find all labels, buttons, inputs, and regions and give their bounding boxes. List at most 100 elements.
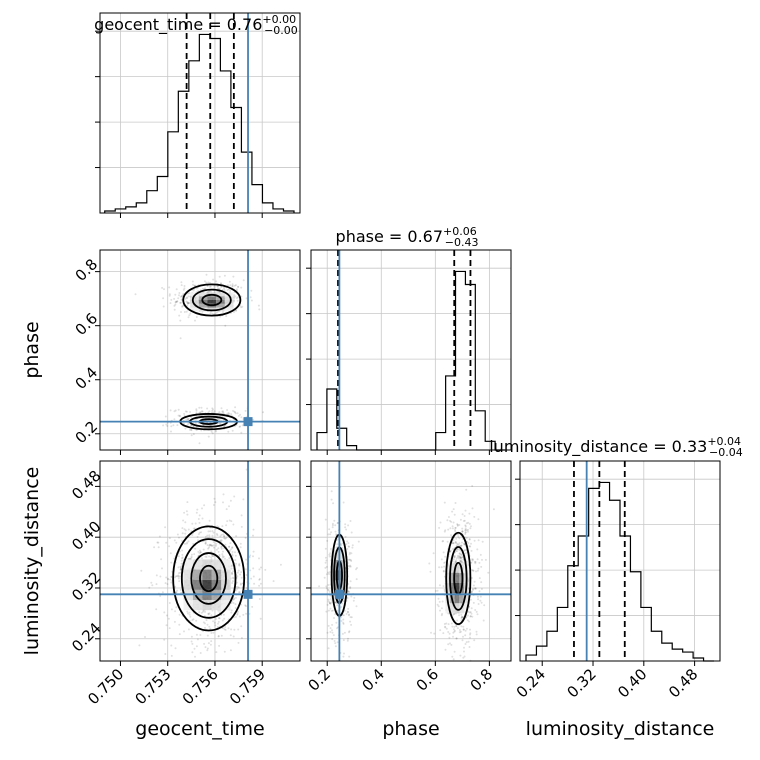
sample-point — [241, 424, 244, 427]
sample-point — [442, 569, 445, 572]
density-cell — [207, 296, 217, 300]
sample-point — [252, 550, 255, 553]
density-cell — [216, 303, 225, 308]
sample-point — [249, 569, 252, 572]
sample-point — [468, 620, 470, 623]
sample-point — [327, 609, 330, 612]
sample-point — [475, 570, 477, 573]
y-axis-label: luminosity_distance — [21, 467, 43, 656]
sample-point — [224, 324, 227, 327]
sample-point — [238, 591, 241, 594]
sample-point — [336, 627, 338, 630]
title-part: +0.06 — [443, 225, 477, 238]
sample-point — [204, 610, 206, 613]
sample-point — [231, 582, 234, 584]
sample-point — [207, 281, 210, 284]
sample-point — [433, 632, 436, 635]
sample-point — [163, 288, 165, 291]
density-cell — [192, 559, 203, 570]
sample-point — [208, 285, 211, 288]
sample-point — [227, 288, 230, 291]
sample-point — [190, 640, 193, 643]
sample-point — [218, 275, 221, 278]
sample-point — [184, 297, 187, 300]
sample-point — [195, 287, 198, 290]
sample-point — [223, 287, 225, 290]
sample-point — [170, 581, 173, 584]
sample-point — [327, 571, 330, 574]
sample-point — [330, 601, 333, 604]
sample-point — [223, 537, 226, 540]
sample-point — [474, 587, 477, 590]
sample-point — [334, 642, 337, 645]
sample-point — [187, 295, 190, 298]
sample-point — [222, 501, 224, 504]
sample-point — [198, 521, 201, 524]
density-cell — [333, 570, 337, 581]
sample-point — [202, 621, 205, 624]
sample-point — [469, 611, 472, 614]
sample-point — [326, 603, 329, 606]
panel-geocent_time-phase: 0.2 0.4 0.6 0.8 — [72, 249, 301, 455]
sample-point — [231, 571, 233, 574]
sample-point — [249, 554, 252, 557]
sample-point — [327, 600, 330, 603]
sample-point — [210, 430, 213, 433]
sample-point — [333, 519, 336, 522]
x-axis-label: geocent_time — [135, 718, 264, 740]
sample-point — [458, 548, 461, 551]
sample-point — [176, 424, 179, 427]
sample-point — [198, 442, 201, 445]
sample-point — [223, 617, 226, 620]
sample-point — [248, 612, 251, 615]
sample-point — [235, 535, 238, 538]
sample-point — [492, 508, 495, 511]
sample-point — [178, 633, 181, 636]
sample-point — [346, 548, 349, 550]
panel-title: luminosity_distance = 0.33+0.04 −0.04 — [489, 435, 743, 459]
sample-point — [234, 554, 237, 557]
sample-point — [218, 411, 221, 414]
sample-point — [220, 547, 223, 550]
sample-point — [215, 618, 217, 620]
sample-point — [233, 598, 236, 601]
sample-point — [196, 508, 199, 511]
density-cell — [342, 549, 346, 561]
sample-point — [184, 427, 187, 430]
x-tick-label: 0.759 — [226, 665, 269, 708]
sample-point — [201, 517, 204, 520]
density-cell — [192, 600, 203, 611]
sample-point — [192, 425, 195, 428]
sample-point — [232, 570, 235, 573]
sample-point — [443, 501, 446, 504]
sample-point — [204, 542, 207, 545]
sample-point — [213, 497, 216, 500]
sample-point — [222, 411, 225, 414]
sample-point — [232, 577, 235, 580]
sample-point — [242, 498, 245, 501]
sample-point — [468, 538, 471, 540]
sample-point — [203, 280, 206, 283]
sample-point — [455, 624, 458, 627]
sample-point — [212, 631, 215, 634]
sample-point — [334, 530, 337, 533]
sample-point — [230, 609, 233, 612]
y-tick-label: 0.4 — [72, 363, 102, 393]
hist-panel-geocent_time — [95, 12, 301, 218]
hist-panel-luminosity_distance: 0.24 0.32 0.40 0.48 — [513, 460, 721, 701]
density-cell — [198, 303, 208, 308]
sample-point — [253, 582, 256, 585]
sample-point — [472, 569, 474, 572]
sample-point — [444, 625, 446, 628]
sample-point — [259, 617, 262, 620]
sample-point — [210, 556, 213, 559]
sample-point — [457, 543, 460, 546]
panel-border — [99, 460, 301, 662]
sample-point — [452, 658, 455, 661]
sample-point — [348, 630, 351, 633]
sample-point — [460, 616, 463, 619]
density-cell — [211, 600, 222, 611]
sample-point — [217, 287, 219, 290]
sample-point — [331, 522, 334, 525]
sample-point — [193, 553, 196, 556]
